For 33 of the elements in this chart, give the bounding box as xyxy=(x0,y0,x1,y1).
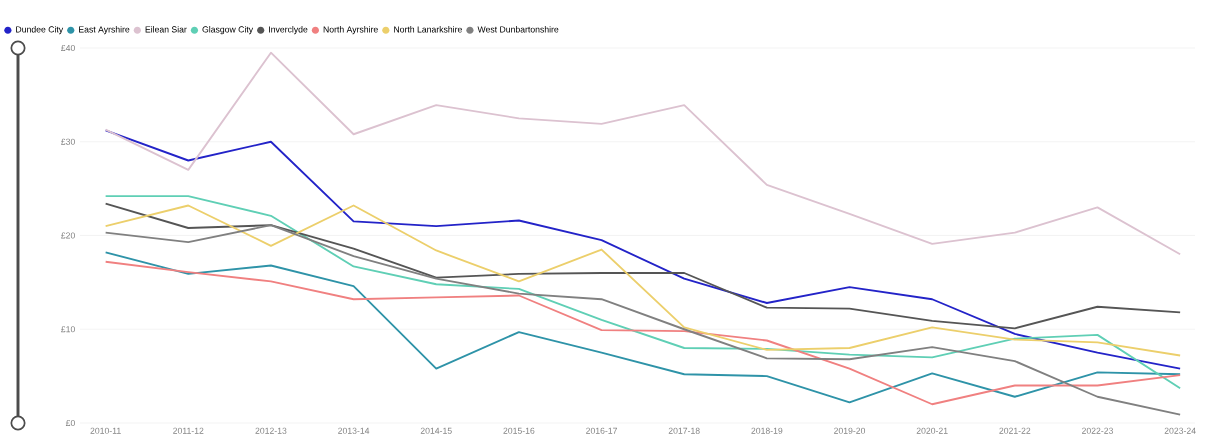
x-tick-label: 2016-17 xyxy=(586,427,617,434)
legend-label: West Dunbartonshire xyxy=(477,26,559,33)
x-tick-label: 2011-12 xyxy=(173,427,204,434)
legend-label: Glasgow City xyxy=(202,26,254,35)
x-tick-label: 2017-18 xyxy=(668,427,700,434)
y-tick-label: £0 xyxy=(65,419,75,427)
x-tick-label: 2014-15 xyxy=(420,427,452,434)
legend-label: Inverclyde xyxy=(269,26,308,35)
line-series xyxy=(104,129,1182,370)
legend-label: North Lanarkshire xyxy=(394,26,462,33)
x-tick-label: 2010-11 xyxy=(90,427,121,434)
line-series xyxy=(104,195,1182,390)
x-tick-label: 2019-20 xyxy=(834,427,866,434)
line-series xyxy=(104,204,1182,357)
x-tick-label: 2015-16 xyxy=(503,427,535,434)
y-tick-label: £40 xyxy=(61,44,75,52)
y-tick-label: £10 xyxy=(61,326,75,333)
x-tick-label: 2013-14 xyxy=(338,427,370,434)
y-tick-label: £20 xyxy=(61,232,75,239)
legend-label: Eilean Siar xyxy=(145,26,187,33)
line-series xyxy=(104,51,1182,256)
x-tick-label: 2018-19 xyxy=(751,427,783,434)
x-tick-label: 2012-13 xyxy=(255,427,287,434)
x-tick-label: 2023-24 xyxy=(1164,427,1196,434)
y-tick-label: £30 xyxy=(61,138,75,145)
legend-label: East Ayrshire xyxy=(79,26,130,35)
legend-label: North Ayrshire xyxy=(323,26,378,35)
legend-label: Dundee City xyxy=(16,26,64,35)
x-tick-label: 2022-23 xyxy=(1082,427,1113,434)
line-series xyxy=(104,224,1182,416)
line-series xyxy=(104,202,1182,330)
x-tick-label: 2021-22 xyxy=(999,427,1031,434)
x-tick-label: 2020-21 xyxy=(916,427,948,434)
